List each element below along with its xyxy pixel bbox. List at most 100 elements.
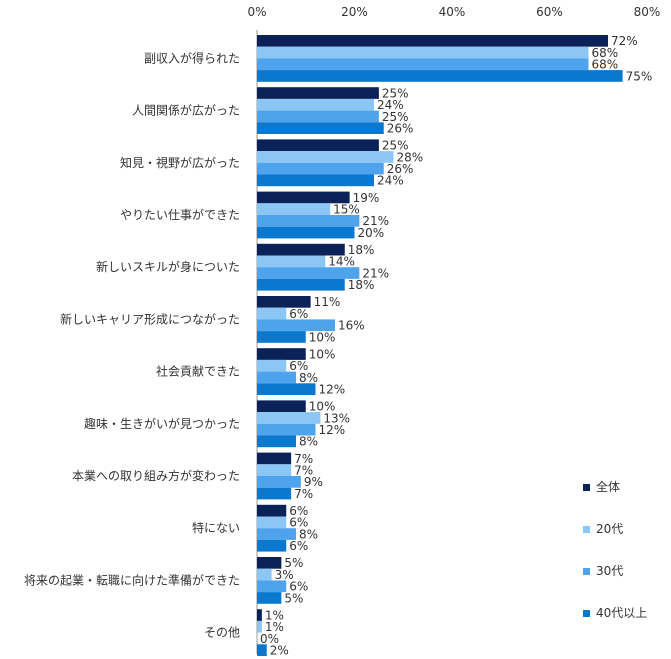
- value-label: 25%: [382, 86, 409, 100]
- value-label: 24%: [377, 174, 404, 188]
- value-label: 72%: [611, 34, 638, 48]
- value-label: 28%: [397, 150, 424, 164]
- x-tick-label: 80%: [634, 5, 661, 19]
- bar: [257, 476, 301, 488]
- value-label: 7%: [294, 487, 313, 501]
- value-label: 10%: [309, 347, 336, 361]
- bar: [257, 359, 287, 372]
- bar: [257, 412, 321, 424]
- bar: [257, 278, 345, 291]
- x-axis-ticks: 0% 20% 40% 60% 80%: [247, 5, 660, 19]
- legend-swatch: [583, 484, 590, 491]
- value-labels: 72%68%68%75%25%24%25%26%25%28%26%24%19%1…: [260, 34, 652, 657]
- value-label: 19%: [353, 191, 380, 205]
- bar: [257, 319, 335, 332]
- category-label: その他: [204, 626, 240, 640]
- legend: 全体 20代 30代 40代以上: [583, 479, 647, 620]
- value-label: 6%: [289, 539, 308, 553]
- category-label: 副収入が得られた: [144, 50, 240, 65]
- bar: [257, 609, 262, 621]
- value-label: 13%: [323, 411, 350, 425]
- value-label: 6%: [289, 504, 308, 518]
- bar: [257, 35, 608, 47]
- bar: [257, 435, 296, 448]
- value-label: 68%: [592, 46, 619, 60]
- legend-label: 全体: [596, 479, 620, 494]
- value-label: 75%: [626, 69, 653, 83]
- value-label: 16%: [338, 319, 365, 333]
- category-label: 人間関係が広がった: [132, 103, 240, 118]
- bar: [257, 191, 350, 204]
- value-label: 14%: [328, 255, 355, 269]
- value-label: 6%: [289, 580, 308, 594]
- value-label: 6%: [289, 516, 308, 530]
- bar: [257, 162, 384, 175]
- bar: [257, 644, 267, 656]
- value-label: 24%: [377, 98, 404, 112]
- bar: [257, 203, 331, 215]
- value-label: 21%: [362, 266, 389, 280]
- value-label: 25%: [382, 139, 409, 153]
- category-label: 本業への取り組み方が変わった: [72, 468, 240, 483]
- bar: [257, 296, 311, 308]
- bar: [257, 371, 296, 384]
- legend-label: 20代: [596, 522, 623, 536]
- bar: [257, 243, 345, 256]
- value-label: 12%: [319, 383, 346, 397]
- category-label: 新しいキャリア形成につながった: [60, 311, 240, 326]
- bar: [257, 87, 379, 99]
- value-label: 21%: [362, 214, 389, 228]
- value-label: 15%: [333, 203, 360, 217]
- value-label: 3%: [275, 568, 294, 582]
- x-tick-label: 20%: [341, 5, 368, 19]
- value-label: 18%: [348, 243, 375, 257]
- category-labels: 副収入が得られた人間関係が広がった知見・視野が広がったやりたい仕事ができた新しい…: [24, 50, 240, 639]
- bar: [257, 452, 292, 465]
- category-label: 趣味・生きがいが見つかった: [84, 416, 240, 431]
- value-label: 2%: [270, 644, 289, 658]
- value-label: 1%: [265, 608, 284, 622]
- bar: [257, 400, 306, 413]
- bar: [257, 307, 287, 320]
- value-label: 18%: [348, 278, 375, 292]
- category-label: 将来の起業・転職に向けた準備ができた: [24, 572, 240, 587]
- bar: [257, 504, 287, 517]
- bar: [257, 464, 292, 476]
- bar: [257, 215, 360, 227]
- bar: [257, 46, 589, 59]
- x-tick-label: 40%: [439, 5, 466, 19]
- value-label: 1%: [265, 620, 284, 634]
- bar: [257, 226, 355, 239]
- bar: [257, 528, 296, 540]
- category-label: 知見・視野が広がった: [120, 155, 240, 170]
- legend-swatch: [583, 526, 590, 533]
- value-label: 0%: [260, 632, 279, 646]
- value-label: 10%: [309, 400, 336, 414]
- value-label: 25%: [382, 110, 409, 124]
- value-label: 5%: [284, 591, 303, 605]
- bar: [257, 592, 282, 604]
- value-label: 20%: [358, 226, 385, 240]
- bar: [257, 151, 394, 163]
- bar: [257, 255, 326, 268]
- value-label: 26%: [387, 162, 414, 176]
- value-label: 11%: [314, 295, 341, 309]
- category-label: 特にない: [192, 520, 240, 535]
- bar: [257, 568, 272, 581]
- bar: [257, 580, 287, 593]
- value-label: 8%: [299, 527, 318, 541]
- value-label: 7%: [294, 464, 313, 478]
- bar: [257, 98, 374, 111]
- value-label: 5%: [284, 556, 303, 570]
- bar: [257, 139, 379, 152]
- x-tick-label: 0%: [247, 5, 266, 19]
- bar: [257, 487, 292, 500]
- value-label: 6%: [289, 307, 308, 321]
- value-label: 8%: [299, 435, 318, 449]
- value-label: 68%: [592, 58, 619, 72]
- bar: [257, 122, 384, 134]
- x-tick-label: 60%: [536, 5, 563, 19]
- value-label: 7%: [294, 452, 313, 466]
- legend-label: 30代: [596, 564, 623, 578]
